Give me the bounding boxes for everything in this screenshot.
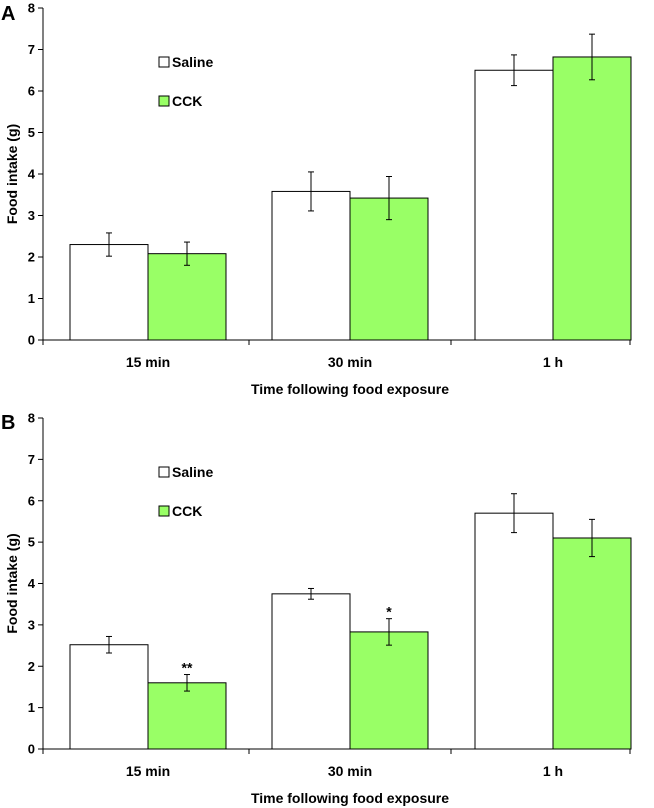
panel-0-ytick-label: 3 (28, 208, 35, 223)
panel-0-bar-cck-0 (147, 253, 227, 341)
panel-0-ytick-label: 8 (28, 1, 35, 16)
panel-1-bar-cck-1 (349, 631, 429, 750)
panel-1-significance-marker: ** (182, 660, 193, 676)
panel-0-bar-saline-0 (69, 244, 149, 341)
panel-1-bar-cck-0 (147, 682, 227, 750)
panel-1-letter: B (1, 412, 15, 434)
panel-1-category-label: 15 min (126, 763, 170, 779)
panel-0-bar-cck-2 (552, 56, 632, 341)
panel-1-ytick-label: 0 (28, 742, 35, 757)
panel-1-x-axis-label: Time following food exposure (251, 790, 449, 806)
panel-0-legend-swatch-saline (158, 56, 170, 68)
panel-1-y-axis-label: Food intake (g) (4, 533, 20, 633)
panel-0-ytick-label: 7 (28, 42, 35, 57)
panel-0-ytick-label: 2 (28, 250, 35, 265)
panel-0-bar-saline-2 (474, 69, 554, 341)
panel-0-category-label: 30 min (328, 354, 372, 370)
panel-0-ytick-label: 1 (28, 291, 35, 306)
panel-0-letter: A (1, 3, 15, 25)
panel-1-ytick-label: 4 (28, 576, 36, 591)
panel-1-ytick-label: 2 (28, 659, 35, 674)
panel-1-bar-saline-2 (474, 512, 554, 750)
panel-1-legend-swatch-saline (158, 466, 170, 478)
panel-1-legend-swatch-cck (158, 505, 170, 517)
panel-0-bar-cck-1 (349, 197, 429, 341)
panel-1-legend-label-saline: Saline (172, 464, 213, 480)
panel-0-ytick-label: 6 (28, 84, 35, 99)
panel-1-ytick-label: 8 (28, 411, 35, 426)
panel-0-ytick-label: 5 (28, 125, 35, 140)
panel-0-category-label: 15 min (126, 354, 170, 370)
panel-1-ytick-label: 6 (28, 493, 35, 508)
panel-1-ytick-label: 3 (28, 617, 35, 632)
panel-0-ytick-label: 0 (28, 333, 35, 348)
panel-0-legend-label-saline: Saline (172, 54, 213, 70)
panel-1-significance-marker: * (386, 604, 392, 620)
panel-0-bar-saline-1 (271, 190, 351, 341)
panel-1-bar-cck-2 (552, 537, 632, 750)
panel-0-y-axis-label: Food intake (g) (4, 124, 20, 224)
panel-1-ytick-label: 7 (28, 452, 35, 467)
panel-1-category-label: 1 h (543, 763, 563, 779)
panel-1-category-label: 30 min (328, 763, 372, 779)
panel-0-category-label: 1 h (543, 354, 563, 370)
panel-1-bar-saline-1 (271, 593, 351, 750)
panel-1-ytick-label: 1 (28, 700, 35, 715)
panel-0-x-axis-label: Time following food exposure (251, 381, 449, 397)
panel-0-legend-label-cck: CCK (172, 93, 202, 109)
panel-0-ytick-label: 4 (28, 167, 36, 182)
panel-1-ytick-label: 5 (28, 535, 35, 550)
panel-1-bar-saline-0 (69, 644, 149, 750)
panel-1-legend-label-cck: CCK (172, 503, 202, 519)
panel-0-legend-swatch-cck (158, 95, 170, 107)
